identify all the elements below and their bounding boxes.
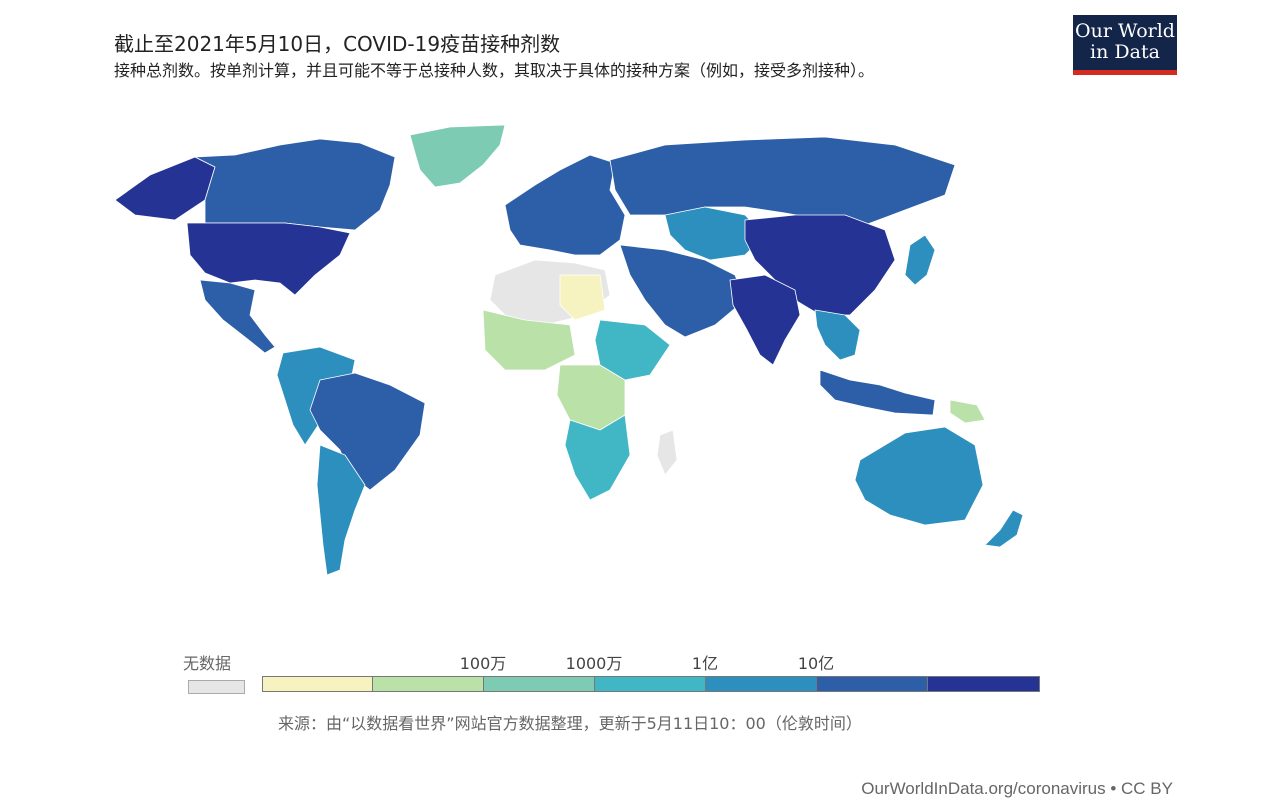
no-data-swatch[interactable] [188, 680, 245, 694]
chart-title: 截止至2021年5月10日，COVID-19疫苗接种剂数 [114, 32, 561, 56]
world-map[interactable] [105, 115, 1085, 595]
footer-link[interactable]: OurWorldInData.org/coronavirus • CC BY [861, 779, 1173, 798]
country-libya[interactable] [559, 274, 606, 321]
region-southeast-asia[interactable] [814, 309, 861, 361]
color-scale[interactable] [262, 676, 1040, 692]
country-usa[interactable] [186, 222, 351, 296]
country-russia[interactable] [609, 136, 956, 226]
region-southern-africa[interactable] [564, 414, 631, 501]
country-china[interactable] [744, 214, 896, 316]
region-middle-east[interactable] [619, 244, 746, 338]
country-australia[interactable] [854, 426, 984, 526]
country-papua-new-guinea[interactable] [949, 399, 986, 424]
legend-bin-4[interactable] [595, 677, 706, 691]
region-central-asia[interactable] [664, 206, 766, 261]
legend-bin-5[interactable] [706, 677, 817, 691]
legend-bin-3[interactable] [484, 677, 595, 691]
legend-tick-1m: 100万 [459, 654, 507, 673]
no-data-label: 无数据 [183, 654, 232, 673]
legend-tick-10m: 1000万 [565, 654, 623, 673]
logo-line-1: Our World [1075, 20, 1175, 42]
region-southern-cone[interactable] [316, 444, 366, 576]
region-europe[interactable] [504, 154, 626, 256]
region-west-africa[interactable] [482, 309, 576, 371]
logo-line-2: in Data [1090, 41, 1160, 63]
chart-subtitle: 接种总剂数。按单剂计算，并且可能不等于总接种人数，其取决于具体的接种方案（例如，… [114, 61, 875, 80]
country-canada[interactable] [194, 138, 396, 231]
region-central-africa[interactable] [556, 364, 626, 431]
logo-accent-bar [1073, 70, 1177, 75]
legend-tick-100m: 1亿 [691, 654, 719, 673]
country-new-zealand[interactable] [984, 509, 1024, 548]
country-greenland[interactable] [409, 124, 506, 188]
country-madagascar[interactable] [656, 429, 678, 476]
country-indonesia[interactable] [819, 369, 936, 416]
owid-logo[interactable]: Our World in Data [1073, 15, 1177, 75]
region-east-africa[interactable] [594, 319, 671, 381]
country-brazil[interactable] [309, 372, 426, 491]
source-note: 来源：由“以数据看世界”网站官方数据整理，更新于5月11日10：00（伦敦时间） [278, 714, 862, 733]
map-legend: 无数据 100万 1000万 1亿 10亿 [183, 654, 1040, 694]
legend-bin-6[interactable] [817, 677, 928, 691]
country-mexico[interactable] [199, 279, 276, 354]
country-india[interactable] [729, 274, 801, 366]
legend-bin-7[interactable] [928, 677, 1039, 691]
country-alaska[interactable] [114, 156, 216, 221]
legend-bin-2[interactable] [373, 677, 484, 691]
country-japan[interactable] [904, 234, 936, 286]
legend-bin-1[interactable] [263, 677, 373, 691]
legend-tick-1b: 10亿 [797, 654, 835, 673]
